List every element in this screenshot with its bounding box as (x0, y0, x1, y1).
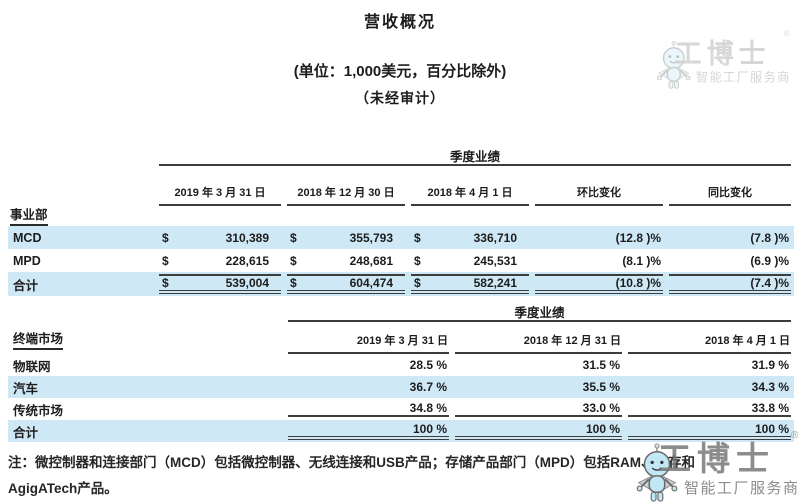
row-label: 传统市场 (13, 403, 64, 418)
pct-value: 31.5 % (582, 358, 620, 372)
money-cell: $355,793 (287, 231, 405, 245)
column-header: 环比变化 (535, 166, 663, 206)
amount-value: 604,474 (349, 276, 393, 290)
total-row: 合计 100 % 100 % 100 % (8, 420, 794, 442)
money-cell: $539,004 (159, 274, 281, 294)
money-cell: $604,474 (287, 274, 405, 294)
column-header: 同比变化 (669, 166, 791, 206)
pct-value: 31.9 % (751, 358, 789, 372)
footnote-line: 注：微控制器和连接部门（MCD）包括微控制器、无线连接和USB产品；存储产品部门… (8, 455, 695, 470)
money-cell: $336,710 (411, 231, 529, 245)
change-value: (6.9 )% (750, 253, 789, 268)
division-table: 季度业绩 2019 年 3 月 31 日 2018 年 12 月 30 日 20… (8, 146, 794, 296)
currency-symbol: $ (290, 230, 297, 245)
row-group-label-cell: 终端市场 (11, 322, 282, 354)
footnote-line: AgigATech产品。 (8, 481, 118, 496)
end-market-column-header-row: 终端市场 2019 年 3 月 31 日 2018 年 12 月 31 日 20… (8, 322, 794, 354)
money-cell: $228,615 (159, 254, 281, 268)
amount-value: 310,389 (225, 230, 269, 245)
column-header: 2018 年 4 月 1 日 (628, 322, 791, 354)
pct-value: 28.5 % (409, 358, 447, 372)
currency-symbol: $ (414, 253, 421, 268)
currency-symbol: $ (290, 276, 297, 290)
column-header: 2019 年 3 月 31 日 (288, 322, 449, 354)
money-cell: $245,531 (411, 254, 529, 268)
pct-value: 34.3 % (751, 380, 789, 394)
money-cell: $248,681 (287, 254, 405, 268)
row-group-label-row: 事业部 (8, 206, 794, 226)
amount-value: 355,793 (349, 230, 393, 245)
table-row: MCD $310,389 $355,793 $336,710 (12.8 )% … (8, 226, 794, 249)
currency-symbol: $ (414, 276, 421, 290)
row-label: MCD (13, 230, 42, 245)
row-group-label: 事业部 (10, 204, 48, 226)
currency-symbol: $ (162, 276, 169, 290)
column-header: 2018 年 12 月 31 日 (455, 322, 622, 354)
pct-value: 34.8 % (288, 401, 449, 417)
row-label: 合计 (13, 278, 39, 293)
amount-value: 248,681 (349, 253, 393, 268)
money-cell: $310,389 (159, 231, 281, 245)
currency-symbol: $ (162, 230, 169, 245)
amount-value: 539,004 (225, 276, 269, 290)
row-label: 合计 (13, 425, 39, 440)
pct-value: 36.7 % (409, 380, 447, 394)
row-group-label: 终端市场 (13, 328, 64, 350)
quarterly-results-header: 季度业绩 (288, 302, 791, 322)
quarterly-results-header: 季度业绩 (159, 146, 791, 166)
change-value: (7.4 )% (669, 274, 791, 294)
amount-value: 228,615 (225, 253, 269, 268)
column-header: 2018 年 4 月 1 日 (411, 166, 529, 206)
footnote: 注：微控制器和连接部门（MCD）包括微控制器、无线连接和USB产品；存储产品部门… (8, 450, 695, 502)
column-header: 2019 年 3 月 31 日 (159, 166, 281, 206)
table-row: 传统市场 34.8 % 33.0 % 33.8 % (8, 398, 794, 420)
audit-note: （未经审计） (355, 90, 445, 106)
change-value: (7.8 )% (750, 230, 789, 245)
unit-note: (单位：1,000美元，百分比除外) (293, 63, 507, 80)
row-label: 物联网 (13, 359, 51, 374)
change-value: (12.8 )% (615, 230, 661, 245)
amount-value: 582,241 (473, 276, 517, 290)
table-row: 物联网 28.5 % 31.5 % 31.9 % (8, 354, 794, 376)
change-value: (8.1 )% (622, 253, 661, 268)
column-header: 2018 年 12 月 30 日 (287, 166, 405, 206)
brand-tagline: 智能工厂服务商 (684, 480, 800, 497)
amount-value: 336,710 (473, 230, 517, 245)
total-row: 合计 $539,004 $604,474 $582,241 (10.8 )% (… (8, 272, 794, 296)
table-row: MPD $228,615 $248,681 $245,531 (8.1 )% (… (8, 249, 794, 272)
pct-value: 100 % (628, 422, 791, 440)
column-spacer (11, 166, 153, 206)
currency-symbol: $ (162, 253, 169, 268)
pct-value: 100 % (288, 422, 449, 440)
table-row: 汽车 36.7 % 35.5 % 34.3 % (8, 376, 794, 398)
money-cell: $582,241 (411, 274, 529, 294)
pct-value: 33.8 % (628, 401, 791, 417)
end-market-table: 季度业绩 终端市场 2019 年 3 月 31 日 2018 年 12 月 31… (8, 302, 794, 442)
currency-symbol: $ (414, 230, 421, 245)
division-column-header-row: 2019 年 3 月 31 日 2018 年 12 月 30 日 2018 年 … (8, 166, 794, 206)
pct-value: 35.5 % (582, 380, 620, 394)
pct-value: 100 % (455, 422, 622, 440)
change-value: (10.8 )% (535, 274, 663, 294)
currency-symbol: $ (290, 253, 297, 268)
page-title: 营收概况 (363, 14, 436, 31)
row-label: MPD (13, 253, 41, 268)
amount-value: 245,531 (473, 253, 517, 268)
row-label: 汽车 (13, 381, 39, 396)
pct-value: 33.0 % (455, 401, 622, 417)
